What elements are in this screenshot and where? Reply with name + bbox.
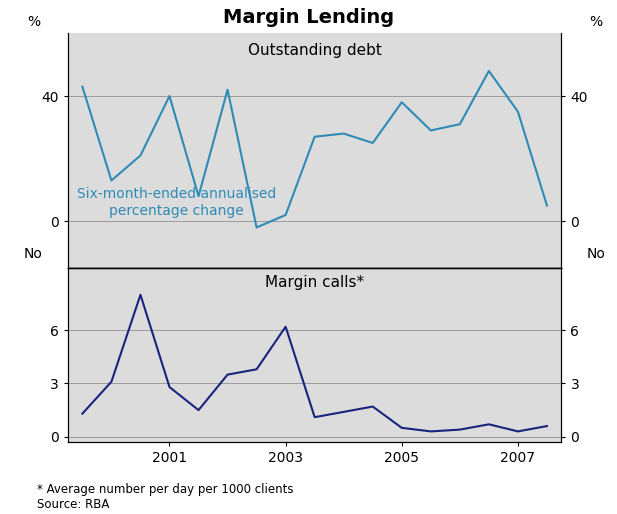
Text: * Average number per day per 1000 clients
Source: RBA: * Average number per day per 1000 client… [37, 484, 294, 511]
Text: Six-month-ended annualised
percentage change: Six-month-ended annualised percentage ch… [77, 187, 276, 217]
Text: %: % [589, 15, 603, 29]
Text: No: No [587, 247, 605, 261]
Text: No: No [24, 247, 43, 261]
Text: Margin Lending: Margin Lending [223, 8, 394, 27]
Text: %: % [27, 15, 40, 29]
Text: Margin calls*: Margin calls* [265, 275, 364, 290]
Text: Outstanding debt: Outstanding debt [248, 43, 381, 58]
